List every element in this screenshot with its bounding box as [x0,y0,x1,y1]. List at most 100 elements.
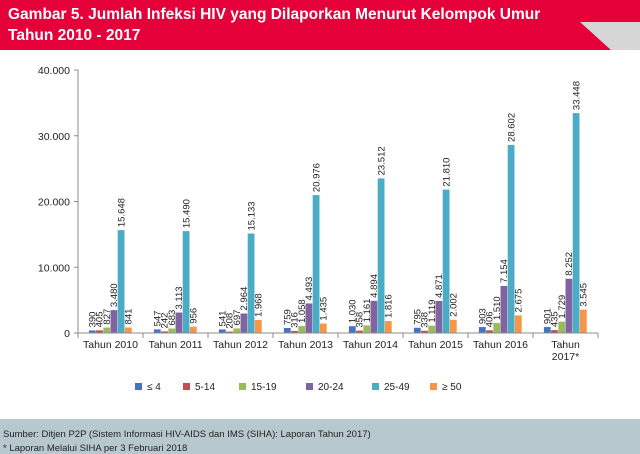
bar [319,323,327,333]
bar [500,285,508,333]
data-label: 1.435 [319,297,330,321]
legend-swatch [183,383,190,390]
data-label: 547 [153,311,164,327]
legend-label: 25-49 [384,382,410,393]
bar [233,328,241,333]
data-label: 1.119 [427,300,438,323]
bar [558,321,566,333]
y-tick-label: 30.000 [38,131,70,143]
legend-label: 5-14 [195,382,215,393]
data-label: 683 [167,310,178,326]
data-label: 1.161 [362,299,373,323]
data-label: 795 [413,309,424,325]
bar [110,310,118,333]
bar [312,195,320,333]
x-tick-label: Tahun 2010 [83,339,138,351]
data-label: 21.810 [441,158,452,187]
bar [283,328,291,333]
data-label: 435 [550,311,561,327]
bar [572,113,580,333]
bar [370,300,378,333]
bar [428,325,436,333]
bar [189,326,197,333]
bar [175,312,183,333]
bar [168,328,176,333]
data-label: 841 [124,309,135,325]
legend-label: 20-24 [318,382,344,393]
bar [363,325,371,333]
bar [305,303,313,333]
bar [449,319,457,333]
data-label: 1.816 [384,294,395,318]
bar [413,327,421,333]
data-label: 33.448 [571,81,582,110]
bar [240,313,248,333]
data-label: 541 [218,311,229,327]
bar [182,231,190,333]
data-label: 2.675 [514,289,525,313]
x-tick-label: 2017* [552,351,579,363]
bar [124,327,132,333]
chart-panel: 0 10.000 20.000 30.000 40.000 Tahun 2010 Tahun… [0,50,640,419]
data-label: 358 [355,312,366,328]
data-label: 901 [543,308,554,324]
bar [507,144,515,333]
legend-swatch [372,383,379,390]
y-tick-label: 20.000 [38,197,70,209]
title-line-2: Tahun 2010 - 2017 [8,27,141,44]
data-label: 1.030 [348,299,359,323]
y-tick-label: 0 [64,328,70,340]
legend-label: ≥ 50 [442,382,462,393]
bar [356,330,363,333]
bar [486,330,493,333]
data-label: 8.252 [564,252,575,276]
data-label: 4.493 [304,277,315,301]
data-label: 3.480 [109,283,120,307]
bar [117,230,125,333]
bar [565,278,573,333]
bar [543,327,551,333]
x-tick-label: Tahun 2012 [213,339,268,351]
bar [514,315,522,333]
y-tick-label: 40.000 [38,65,70,77]
x-tick-label: Tahun 2015 [408,339,463,351]
legend-label: 15-19 [251,382,277,393]
data-label: 405 [95,311,106,327]
bar [298,326,306,333]
data-label: 827 [102,309,113,325]
data-label: 2.002 [449,293,460,317]
bar [88,330,96,333]
footer: Sumber: Ditjen P2P (Sistem Informasi HIV… [0,419,640,454]
bar [551,330,558,333]
data-label: 316 [290,312,301,328]
data-label: 338 [420,312,431,328]
data-label: 3.113 [174,286,185,309]
bar [247,233,255,333]
data-label: 23.512 [376,146,387,175]
data-label: 15.490 [181,199,192,228]
data-label: 2.964 [239,287,250,311]
source-note: Sumber: Ditjen P2P (Sistem Informasi HIV… [3,429,371,440]
data-label: 406 [485,311,496,327]
title-banner: Gambar 5. Jumlah Infeksi HIV yang Dilapo… [0,0,640,50]
x-tick-label: Tahun [551,339,580,351]
bar-chart: 0 10.000 20.000 30.000 40.000 Tahun 2010 Tahun… [38,65,599,393]
y-tick-label: 10.000 [38,262,70,274]
bar [377,178,385,333]
bar [421,330,428,333]
bar [442,189,450,333]
legend-swatch [135,383,142,390]
bar [579,309,587,333]
data-label: 208 [225,313,236,329]
x-tick-label: Tahun 2013 [278,339,333,351]
data-label: 956 [189,308,200,324]
data-label: 15.648 [116,198,127,227]
data-label: 242 [160,313,171,329]
data-label: 15.133 [246,201,257,230]
report-note: * Laporan Melalui SIHA per 3 Februari 20… [3,443,188,454]
data-label: 4.871 [434,274,445,298]
bar [478,327,486,333]
bar [161,331,168,333]
data-label: 1.729 [557,295,568,319]
data-label: 1.058 [297,299,308,323]
